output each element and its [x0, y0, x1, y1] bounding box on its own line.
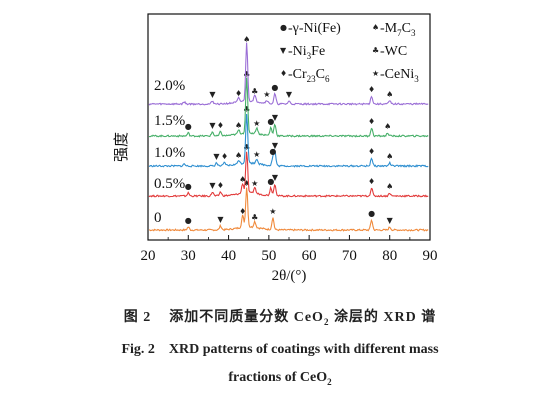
peak-marker: ★	[251, 179, 258, 188]
caption-en-line2-sub: 2	[327, 376, 332, 387]
peak-marker: ♣	[243, 105, 250, 114]
caption-cn-suffix: 涂层的 XRD 谱	[329, 310, 437, 325]
legend-label: -γ-Ni(Fe)	[288, 21, 341, 36]
peak-marker: ▼	[209, 121, 216, 130]
series-label: 0	[154, 210, 162, 226]
peak-marker: ▼	[272, 141, 279, 150]
caption-english-line2: fractions of CeO2	[0, 370, 560, 387]
peak-marker: ●	[269, 147, 276, 156]
legend-label: -Cr23C6	[288, 67, 330, 84]
peak-marker: ♦	[239, 207, 246, 216]
y-axis-label: 强度	[113, 132, 130, 162]
peak-marker: ♠	[384, 122, 391, 131]
legend-label: -M7C3	[380, 21, 416, 38]
x-tick-label: 70	[342, 248, 357, 264]
peak-marker: ▼	[209, 181, 216, 190]
peak-marker: ♣	[251, 213, 258, 222]
peak-marker: ♣	[243, 70, 250, 79]
peak-marker: ●	[271, 83, 278, 92]
peak-marker: ♦	[217, 181, 224, 190]
legend-label: -Ni3Fe	[288, 44, 325, 61]
peak-marker: ▼	[213, 152, 220, 161]
series-line-0	[148, 187, 429, 232]
peak-marker: ★	[269, 207, 276, 216]
series-line-4	[148, 42, 429, 106]
legend-symbol-icon: ♦	[280, 69, 287, 78]
peak-marker: ♣	[251, 87, 258, 96]
peak-marker: ▼	[209, 90, 216, 99]
peak-marker: ★	[253, 150, 260, 159]
series-line-2	[148, 113, 429, 168]
x-tick-label: 30	[181, 248, 196, 264]
caption-cn-sub: 2	[323, 316, 330, 327]
peak-marker: ♦	[368, 85, 375, 94]
peak-marker: ♣	[243, 143, 250, 152]
peak-marker: ♦	[368, 147, 375, 156]
series-label: 2.0%	[154, 78, 185, 94]
peak-marker: ♠	[386, 152, 393, 161]
peak-marker: ★	[253, 119, 260, 128]
peak-marker: ★	[263, 90, 270, 99]
x-axis-label: 2θ/(°)	[272, 268, 307, 284]
peak-marker: ♠	[243, 35, 250, 44]
legend-symbol-icon: ★	[372, 69, 379, 78]
caption-cn-text: 添加不同质量分数 CeO	[169, 310, 324, 325]
peak-marker: ♠	[243, 179, 250, 188]
legend-label: -CeNi3	[380, 67, 419, 84]
peak-marker: ▼	[286, 90, 293, 99]
series-label: 1.0%	[154, 145, 185, 161]
caption-english-line1: Fig. 2 XRD patterns of coatings with dif…	[121, 342, 439, 357]
legend-symbol-icon: ♣	[372, 46, 379, 55]
x-tick-label: 20	[141, 248, 156, 264]
legend-symbol-icon: ▼	[280, 46, 287, 55]
legend-symbol-icon: ♠	[372, 23, 379, 32]
peak-marker: ♠	[386, 182, 393, 191]
peak-marker: ♠	[235, 151, 242, 160]
caption-cn-prefix: 图 2	[123, 310, 152, 325]
x-tick-label: 50	[261, 248, 276, 264]
x-tick-label: 40	[221, 248, 236, 264]
x-tick-label: 80	[382, 248, 397, 264]
peak-marker: ♦	[368, 117, 375, 126]
peak-marker: ♦	[221, 152, 228, 161]
caption-en-line2-text: fractions of CeO	[228, 370, 328, 385]
peak-marker: ♦	[217, 121, 224, 130]
peak-marker: ▼	[272, 173, 279, 182]
series-line-3	[148, 77, 429, 138]
peak-marker: ●	[185, 182, 192, 191]
peak-marker: ●	[185, 216, 192, 225]
caption-chinese: 图 2 添加不同质量分数 CeO2 涂层的 XRD 谱	[0, 306, 560, 327]
x-tick-label: 90	[423, 248, 438, 264]
peak-marker: ●	[267, 117, 274, 126]
peak-marker: ♠	[235, 121, 242, 130]
peak-marker: ♦	[235, 89, 242, 98]
series-label: 0.5%	[154, 176, 185, 192]
peak-marker: ♠	[239, 175, 246, 184]
peak-marker: ▼	[272, 113, 279, 122]
series-label: 1.5%	[154, 113, 185, 129]
peak-marker: ♠	[386, 90, 393, 99]
peak-marker: ▼	[217, 215, 224, 224]
legend-label: -WC	[380, 44, 407, 59]
x-tick-label: 60	[302, 248, 317, 264]
series-line-1	[148, 151, 429, 198]
peak-marker: ♦	[368, 177, 375, 186]
peak-marker: ▼	[387, 216, 394, 225]
legend-symbol-icon: ●	[280, 23, 287, 32]
peak-marker: ●	[267, 177, 274, 186]
peak-marker: ●	[368, 209, 375, 218]
peak-marker: ●	[185, 122, 192, 131]
